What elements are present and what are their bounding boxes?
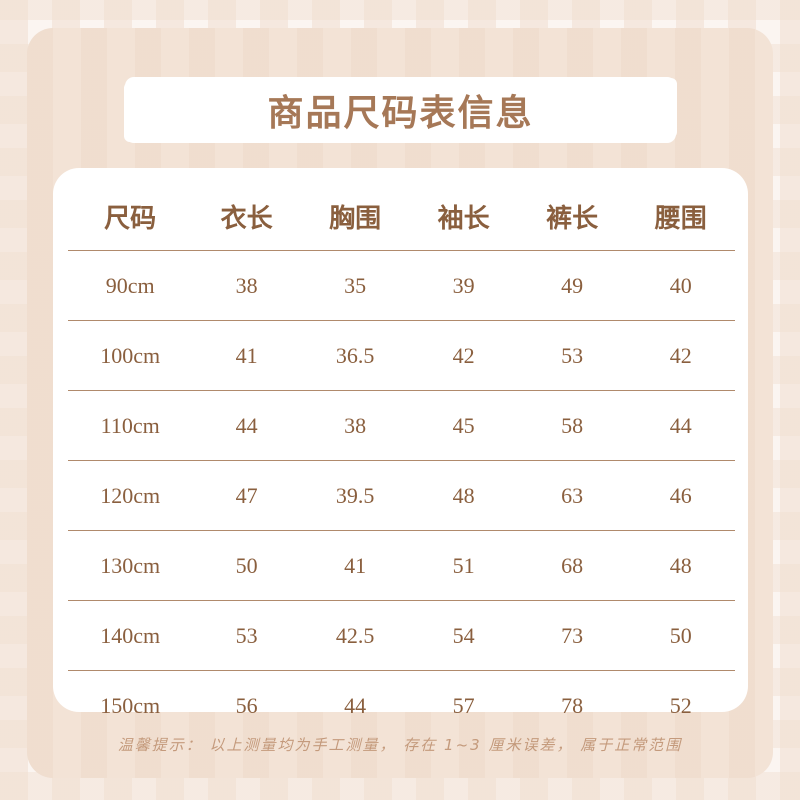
table-cell: 53 (517, 320, 627, 391)
table-cell: 46 (626, 460, 735, 531)
table-row: 150cm 56 44 57 78 52 (68, 671, 735, 741)
size-table: 尺码 衣长 胸围 袖长 裤长 腰围 90cm 38 35 39 49 40 100cm 41 36.5 42… (68, 182, 735, 740)
table-cell: 38 (300, 390, 410, 461)
table-cell: 78 (561, 692, 584, 718)
table-cell: 54 (409, 600, 518, 671)
table-cell: 57 (452, 692, 475, 718)
table-cell: 56 (235, 692, 258, 718)
table-cell: 68 (517, 530, 627, 601)
table-cell: 50 (192, 530, 301, 601)
table-cell: 42 (409, 320, 518, 391)
column-header: 尺码 (68, 182, 193, 251)
column-header: 胸围 (300, 182, 410, 251)
table-cell: 130cm (68, 530, 193, 601)
table-row: 120cm 47 39.5 48 63 46 (68, 460, 735, 531)
table-cell: 48 (626, 530, 735, 601)
table-header-row: 尺码 衣长 胸围 袖长 裤长 腰围 (68, 182, 735, 251)
table-cell: 150cm (100, 692, 161, 718)
table-cell: 120cm (68, 460, 193, 531)
table-cell: 38 (192, 250, 301, 321)
table-cell: 40 (626, 250, 735, 321)
table-row: 140cm 53 42.5 54 73 50 (68, 600, 735, 671)
table-cell: 73 (517, 600, 627, 671)
table-cell: 45 (409, 390, 518, 461)
table-cell: 140cm (68, 600, 193, 671)
size-table-card: 尺码 衣长 胸围 袖长 裤长 腰围 90cm 38 35 39 49 40 100cm 41 36.5 42… (53, 168, 748, 718)
table-cell: 52 (669, 692, 692, 718)
table-cell: 44 (626, 390, 735, 461)
table-cell: 39.5 (300, 460, 410, 531)
column-header: 衣长 (192, 182, 301, 251)
table-cell: 41 (300, 530, 410, 601)
table-cell: 41 (192, 320, 301, 391)
column-header: 裤长 (517, 182, 627, 251)
column-header: 袖长 (409, 182, 518, 251)
title-banner: 商品尺码表信息 (128, 80, 673, 140)
table-cell: 36.5 (300, 320, 410, 391)
table-cell: 63 (517, 460, 627, 531)
table-cell: 53 (192, 600, 301, 671)
table-cell: 47 (192, 460, 301, 531)
measurement-note: 温馨提示： 以上测量均为手工测量， 存在 1~3 厘米误差， 属于正常范围 (117, 736, 683, 754)
table-cell: 48 (409, 460, 518, 531)
table-cell: 39 (409, 250, 518, 321)
table-cell: 90cm (68, 250, 193, 321)
table-cell: 42 (626, 320, 735, 391)
table-cell: 49 (517, 250, 627, 321)
table-row: 110cm 44 38 45 58 44 (68, 390, 735, 461)
column-header: 腰围 (626, 182, 735, 251)
table-row: 90cm 38 35 39 49 40 (68, 250, 735, 321)
table-cell: 50 (626, 600, 735, 671)
table-row: 130cm 50 41 51 68 48 (68, 530, 735, 601)
table-cell: 51 (409, 530, 518, 601)
table-cell: 100cm (68, 320, 193, 391)
table-row: 100cm 41 36.5 42 53 42 (68, 320, 735, 391)
table-cell: 42.5 (300, 600, 410, 671)
page-title: 商品尺码表信息 (267, 92, 534, 134)
table-cell: 44 (344, 692, 367, 718)
table-cell: 58 (517, 390, 627, 461)
table-cell: 44 (192, 390, 301, 461)
table-cell: 35 (300, 250, 410, 321)
table-cell: 110cm (68, 390, 193, 461)
